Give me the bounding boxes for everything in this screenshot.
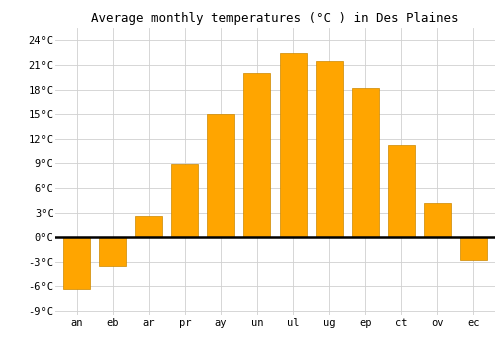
- Title: Average monthly temperatures (°C ) in Des Plaines: Average monthly temperatures (°C ) in De…: [91, 13, 459, 26]
- Bar: [208, 114, 234, 237]
- Bar: [244, 73, 270, 237]
- Bar: [352, 88, 378, 237]
- Bar: [135, 216, 162, 237]
- Bar: [316, 61, 342, 237]
- Bar: [99, 237, 126, 266]
- Bar: [63, 237, 90, 289]
- Bar: [460, 237, 487, 260]
- Bar: [424, 203, 451, 237]
- Bar: [280, 52, 306, 237]
- Bar: [388, 145, 415, 237]
- Bar: [172, 164, 198, 237]
